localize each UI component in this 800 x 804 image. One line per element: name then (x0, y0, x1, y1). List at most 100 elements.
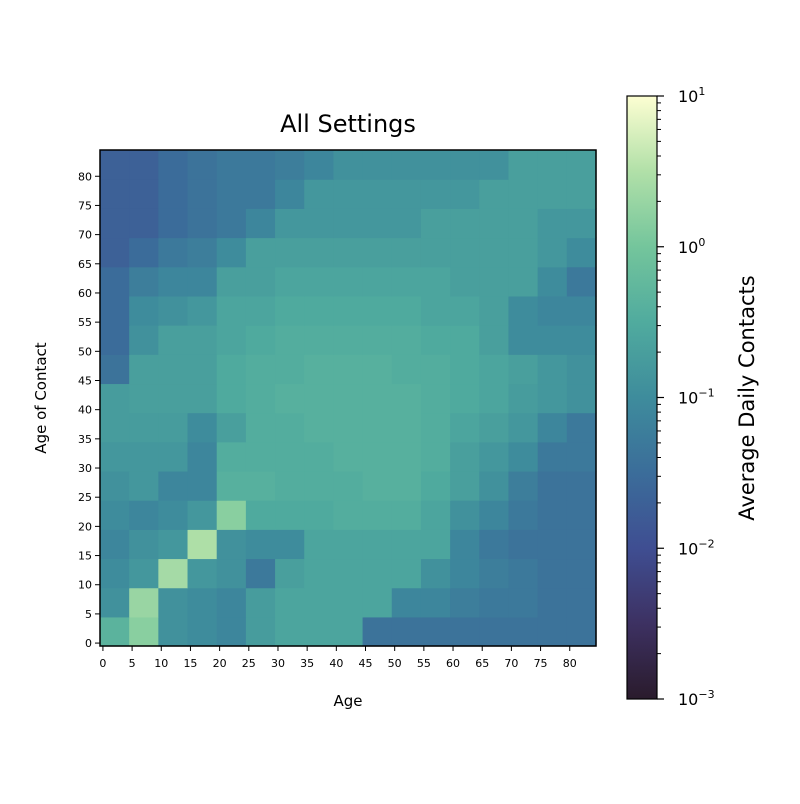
heatmap-cell (275, 354, 305, 385)
heatmap-cell (333, 179, 364, 209)
heatmap-cell (333, 558, 364, 589)
heatmap-cell (566, 470, 597, 501)
heatmap-cell (450, 500, 480, 530)
heatmap-cell (158, 558, 189, 589)
heatmap-cell (537, 441, 568, 472)
heatmap-cell (508, 179, 539, 209)
heatmap-cell (100, 266, 130, 297)
heatmap-cell (479, 208, 510, 239)
heatmap-cell (129, 266, 159, 297)
heatmap-cell (216, 383, 247, 414)
heatmap-cell (450, 208, 480, 239)
heatmap-cell (362, 354, 393, 385)
heatmap-cell (508, 470, 539, 501)
heatmap-cell (275, 470, 305, 501)
heatmap-cell (362, 295, 393, 326)
heatmap-cell (275, 412, 305, 443)
heatmap-cell (537, 150, 568, 180)
y-tick-label: 45 (78, 374, 92, 387)
heatmap-cell (537, 558, 568, 589)
y-tick-label: 50 (78, 345, 92, 358)
heatmap-cell (187, 587, 218, 618)
heatmap-cell (362, 237, 393, 268)
heatmap-cell (566, 587, 597, 618)
heatmap-cell (362, 266, 393, 297)
heatmap-cell (420, 616, 451, 647)
heatmap-cell (129, 237, 159, 268)
heatmap-cell (245, 237, 276, 268)
heatmap-cell (158, 325, 189, 355)
heatmap-cell (479, 325, 510, 355)
heatmap-cell (158, 237, 189, 268)
heatmap-cell (479, 470, 510, 501)
colorbar (626, 95, 658, 700)
heatmap-cell (566, 325, 597, 355)
x-tick-label: 20 (213, 657, 227, 670)
heatmap-cell (275, 500, 305, 530)
heatmap-cell (333, 150, 364, 180)
heatmap-cell (187, 441, 218, 472)
heatmap-cell (158, 470, 189, 501)
heatmap-cell (391, 412, 422, 443)
heatmap-cell (391, 179, 422, 209)
heatmap-cell (187, 354, 218, 385)
heatmap-cell (537, 587, 568, 618)
heatmap-cell (245, 383, 276, 414)
heatmap-cell (333, 208, 364, 239)
x-tick-label: 0 (99, 657, 106, 670)
y-tick-label: 25 (78, 491, 92, 504)
heatmap-cell (187, 500, 218, 530)
heatmap-cell (362, 208, 393, 239)
heatmap-cell (158, 266, 189, 297)
heatmap-cell (333, 383, 364, 414)
heatmap-cell (508, 325, 539, 355)
heatmap-cell (391, 354, 422, 385)
heatmap-cell (245, 470, 276, 501)
heatmap-cell (537, 325, 568, 355)
heatmap-cell (479, 529, 510, 560)
heatmap-cell (333, 237, 364, 268)
x-tick-label: 5 (129, 657, 136, 670)
chart-title: All Settings (280, 110, 416, 138)
x-tick-label: 75 (534, 657, 548, 670)
heatmap-cell (304, 587, 335, 618)
heatmap-cell (304, 441, 335, 472)
colorbar-label: Average Daily Contacts (735, 275, 759, 520)
heatmap-cell (304, 325, 335, 355)
heatmap-cell (391, 266, 422, 297)
x-tick-label: 15 (183, 657, 197, 670)
heatmap-cell (100, 529, 130, 560)
heatmap-cell (129, 383, 159, 414)
heatmap-cell (100, 325, 130, 355)
heatmap-cell (391, 441, 422, 472)
heatmap-cell (479, 295, 510, 326)
heatmap-cell (333, 412, 364, 443)
colorbar-tick-label: 101 (678, 85, 705, 106)
heatmap-cell (275, 325, 305, 355)
y-axis-label: Age of Contact (32, 342, 50, 453)
heatmap-cell (420, 266, 451, 297)
y-tick-label: 65 (78, 258, 92, 271)
heatmap-cell (129, 470, 159, 501)
x-axis-label: Age (333, 692, 362, 710)
heatmap-cell (216, 150, 247, 180)
heatmap-cell (275, 558, 305, 589)
heatmap-cell (362, 616, 393, 647)
heatmap-cell (566, 208, 597, 239)
heatmap-cell (245, 325, 276, 355)
heatmap-cell (304, 237, 335, 268)
heatmap-cell (129, 616, 159, 647)
heatmap-cell (508, 441, 539, 472)
heatmap-cell (158, 295, 189, 326)
heatmap-cell (362, 383, 393, 414)
y-tick-label: 80 (78, 170, 92, 183)
x-tick-label: 25 (242, 657, 256, 670)
heatmap-cell (245, 412, 276, 443)
heatmap-cell (333, 295, 364, 326)
heatmap-cell (420, 295, 451, 326)
heatmap-cell (450, 266, 480, 297)
heatmap-cell (275, 179, 305, 209)
heatmap-cell (391, 383, 422, 414)
